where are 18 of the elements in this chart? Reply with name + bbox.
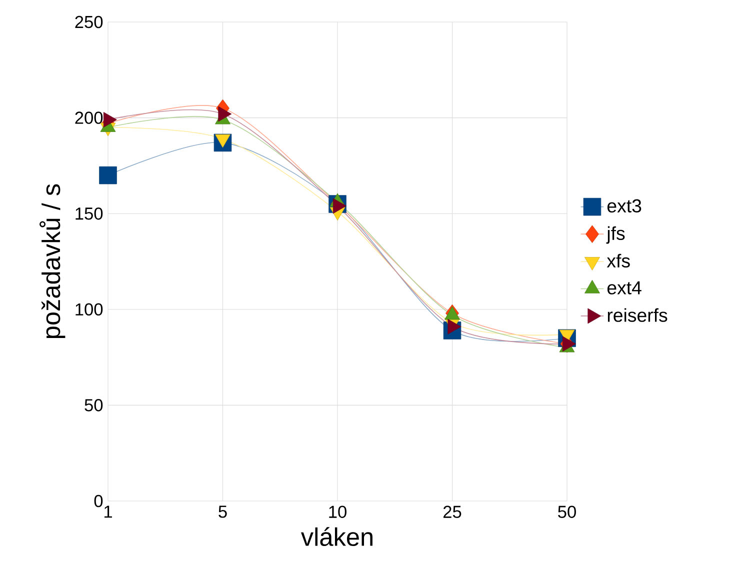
x-tick-label: 5 (218, 506, 227, 518)
x-tick-label: 25 (443, 506, 462, 518)
y-tick-label: 150 (76, 207, 103, 220)
legend-label: ext4 (607, 281, 642, 294)
x-axis-title: vláken (300, 527, 372, 546)
y-tick-label: 50 (84, 399, 103, 412)
legend-label: jfs (606, 226, 625, 244)
legend-label: reiserfs (608, 308, 668, 322)
legend-label: xfs (606, 254, 630, 268)
legend-label: ext3 (607, 199, 642, 213)
y-tick-label: 100 (76, 303, 103, 316)
y-tick-label: 200 (75, 112, 103, 124)
y-tick-label: 250 (75, 16, 103, 28)
x-tick-label: 1 (104, 506, 112, 518)
y-tick-label: 0 (94, 494, 103, 508)
x-tick-label: 10 (329, 506, 346, 518)
y-axis-title: požadavků / s (40, 184, 66, 338)
x-tick-label: 50 (558, 506, 576, 518)
